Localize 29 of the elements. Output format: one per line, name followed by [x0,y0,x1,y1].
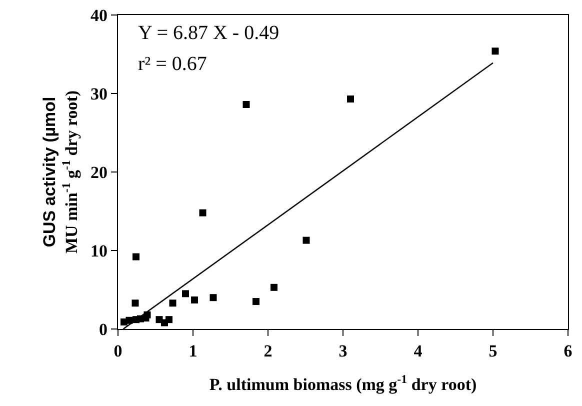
x-tick-label: 1 [188,342,198,361]
y-tick-label: 30 [90,84,108,104]
point [182,290,189,298]
point [347,96,354,102]
annotation: Y = 6.87 X - 0.49 [138,22,280,44]
point [270,284,278,291]
point [252,298,260,306]
annotation: r² = 0.67 [138,53,207,75]
x-axis-title: P. ultimum biomass (mg g$^{-1}$ dry root) [209,372,477,394]
point [242,100,250,108]
point [191,296,198,304]
y-tick-label: 40 [90,6,108,25]
x-tick-label: 6 [564,342,572,361]
x-tick-label: 0 [114,342,122,361]
point [132,300,139,307]
point [169,300,176,307]
point [302,236,310,244]
point [210,294,217,302]
y-tick-label: 0 [98,320,108,339]
point [166,316,172,324]
point [199,209,206,216]
x-tick-label: 5 [488,342,498,361]
y-tick-label: 10 [90,241,108,260]
point [492,48,499,55]
x-tick-label: 2 [264,342,272,361]
y-tick-label: 20 [90,162,108,182]
x-tick-label: 3 [338,342,348,361]
point [132,253,140,260]
x-tick-label: 4 [414,342,423,361]
